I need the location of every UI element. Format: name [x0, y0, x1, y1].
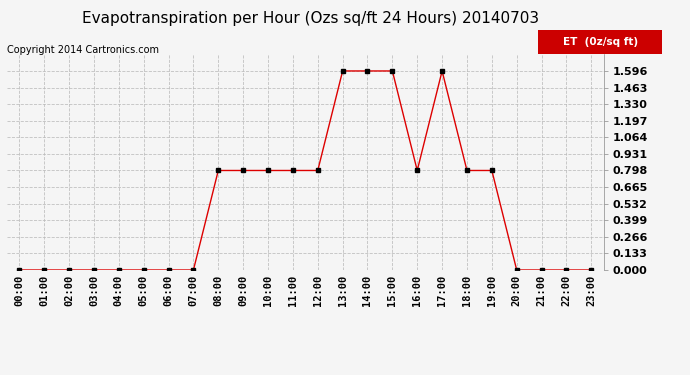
Text: Evapotranspiration per Hour (Ozs sq/ft 24 Hours) 20140703: Evapotranspiration per Hour (Ozs sq/ft 2… — [82, 11, 539, 26]
Text: Copyright 2014 Cartronics.com: Copyright 2014 Cartronics.com — [7, 45, 159, 55]
Text: ET  (0z/sq ft): ET (0z/sq ft) — [563, 37, 638, 47]
